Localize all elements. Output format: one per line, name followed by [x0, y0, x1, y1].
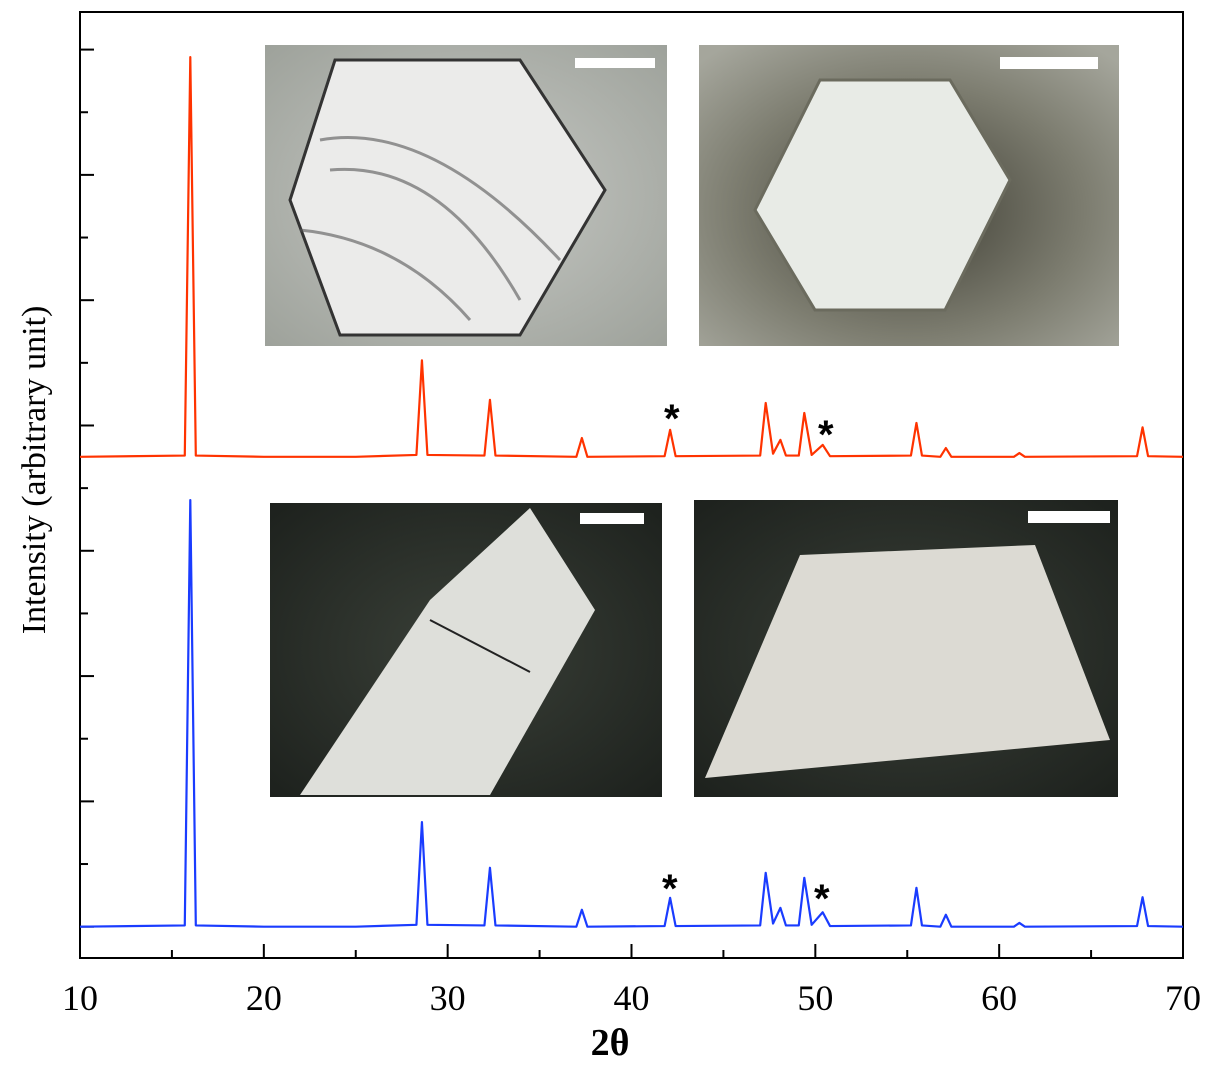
x-tick-label: 20 — [246, 978, 282, 1018]
x-tick-label: 10 — [62, 978, 98, 1018]
x-tick-label: 70 — [1165, 978, 1201, 1018]
x-tick-label: 40 — [614, 978, 650, 1018]
x-tick-label: 30 — [430, 978, 466, 1018]
inset-photo — [699, 45, 1119, 346]
x-axis-label: 2θ — [591, 1022, 630, 1064]
chart: Intensity (arbitrary unit) 2θ * * * * 10… — [0, 0, 1212, 1065]
inset-photo — [265, 45, 667, 346]
annotation: * — [662, 867, 678, 911]
y-axis-label: Intensity (arbitrary unit) — [16, 306, 53, 635]
x-tick-label: 60 — [981, 978, 1017, 1018]
x-tick-label: 50 — [797, 978, 833, 1018]
inset-photo — [270, 503, 662, 797]
inset-photo — [694, 500, 1118, 797]
